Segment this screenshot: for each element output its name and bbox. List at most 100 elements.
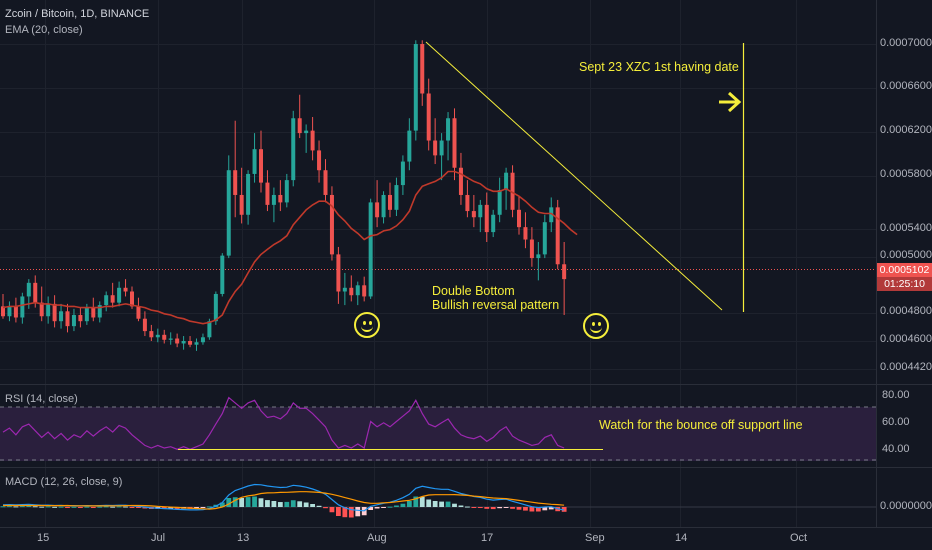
candle-body <box>517 209 521 228</box>
price-tick: 0.0005400 <box>880 222 932 234</box>
smiley-face-icon <box>354 312 380 338</box>
macd-histogram-bar <box>19 506 25 508</box>
candle-body <box>291 118 296 181</box>
candle-body <box>284 180 289 203</box>
having-date-annotation[interactable]: Sept 23 XZC 1st having date <box>579 60 739 74</box>
candle-body <box>265 182 270 205</box>
candle-body <box>207 321 212 338</box>
candle-body <box>504 172 509 191</box>
symbol-title[interactable]: Zcoin / Bitcoin, 1D, BINANCE <box>5 8 150 20</box>
candle-body <box>136 306 141 319</box>
candle-body <box>317 150 322 171</box>
rsi-note-annotation[interactable]: Watch for the bounce off support line <box>599 418 803 432</box>
candle-body <box>349 287 354 296</box>
candle-body <box>510 172 515 210</box>
candle-body <box>452 118 457 168</box>
macd-histogram-bar <box>142 507 148 509</box>
macd-histogram-bar <box>45 506 51 508</box>
candle-body <box>562 264 567 280</box>
macd-histogram-bar <box>310 504 315 507</box>
candle-body <box>413 44 418 131</box>
macd-histogram-bar <box>297 501 303 507</box>
time-tick: 14 <box>675 532 688 544</box>
macd-histogram-bar <box>510 507 515 509</box>
macd-histogram-bar <box>226 498 232 507</box>
macd-histogram-bar <box>374 507 380 509</box>
candle-body <box>252 149 257 174</box>
candle-body <box>304 130 309 134</box>
candle-body <box>458 167 463 195</box>
candle-body <box>310 130 315 151</box>
macd-histogram-bar <box>413 496 419 507</box>
macd-histogram-bar <box>65 507 70 508</box>
macd-histogram-bar <box>523 507 528 511</box>
macd-histogram-bar <box>161 507 167 509</box>
time-tick: Jul <box>151 532 166 544</box>
price-tick: 0.0006200 <box>880 124 932 136</box>
candle-body <box>13 306 18 318</box>
macd-histogram-bar <box>445 501 451 507</box>
bullish-reversal-annotation[interactable]: Bullish reversal pattern <box>432 298 560 312</box>
time-tick: Aug <box>367 532 387 544</box>
macd-histogram-bar <box>0 506 6 508</box>
macd-histogram-bar <box>123 506 128 508</box>
macd-histogram-bar <box>110 506 116 508</box>
macd-histogram-bar <box>26 505 32 507</box>
macd-histogram-bar <box>368 507 374 510</box>
candle-body <box>342 287 347 292</box>
candle-body <box>239 194 244 215</box>
macd-tick[interactable]: 0.0000000 <box>880 500 932 512</box>
candle-body <box>213 293 218 322</box>
double-bottom-annotation[interactable]: Double Bottom <box>432 284 515 298</box>
rsi-band <box>0 407 876 461</box>
macd-histogram-bar <box>245 497 251 507</box>
candle-body <box>478 204 483 218</box>
macd-histogram-bar <box>529 507 535 512</box>
macd-histogram-bar <box>471 507 477 508</box>
macd-histogram-bar <box>381 507 386 508</box>
price-tick: 0.0006600 <box>880 80 932 92</box>
rsi-legend[interactable]: RSI (14, close) <box>5 393 78 405</box>
macd-histogram-bar <box>239 498 245 507</box>
macd-histogram-bar <box>426 499 432 507</box>
candle-body <box>84 307 89 322</box>
candle-body <box>297 118 302 134</box>
macd-histogram-bar <box>200 507 206 508</box>
macd-legend[interactable]: MACD (12, 26, close, 9) <box>5 476 123 488</box>
macd-histogram-bar <box>78 507 83 508</box>
price-tick: 0.0005800 <box>880 168 932 180</box>
macd-signal-line <box>3 491 565 510</box>
macd-histogram-bar <box>355 507 361 517</box>
candle-body <box>46 303 51 317</box>
macd-histogram-bar <box>232 497 238 507</box>
descending-trendline[interactable] <box>425 41 723 311</box>
candle-body <box>7 306 12 317</box>
candle-body <box>329 194 334 255</box>
price-tick: 0.0007000 <box>880 37 932 49</box>
macd-histogram-bar <box>136 507 141 508</box>
macd-histogram-bar <box>484 507 490 509</box>
current-price-tag: 0.0005102 <box>877 263 932 277</box>
macd-histogram-bar <box>342 507 348 518</box>
macd-histogram-bar <box>290 500 296 507</box>
candle-body <box>407 130 412 162</box>
macd-histogram-bar <box>497 507 503 509</box>
price-tick: 0.0005000 <box>880 249 932 261</box>
candle-body <box>549 207 554 223</box>
candle-body <box>278 194 283 203</box>
candle-body <box>162 334 167 340</box>
macd-histogram-bar <box>303 502 309 507</box>
candle-body <box>20 296 25 318</box>
ema-legend[interactable]: EMA (20, close) <box>5 24 83 36</box>
candle-body <box>246 173 251 215</box>
candle-body <box>181 341 186 344</box>
macd-histogram-bar <box>348 507 354 518</box>
macd-histogram-bar <box>503 507 509 508</box>
macd-histogram-bar <box>400 503 406 507</box>
candle-body <box>259 149 263 183</box>
candle-body <box>336 254 341 292</box>
macd-histogram-bar <box>252 496 257 507</box>
price-tick: 0.0004420 <box>880 361 932 373</box>
